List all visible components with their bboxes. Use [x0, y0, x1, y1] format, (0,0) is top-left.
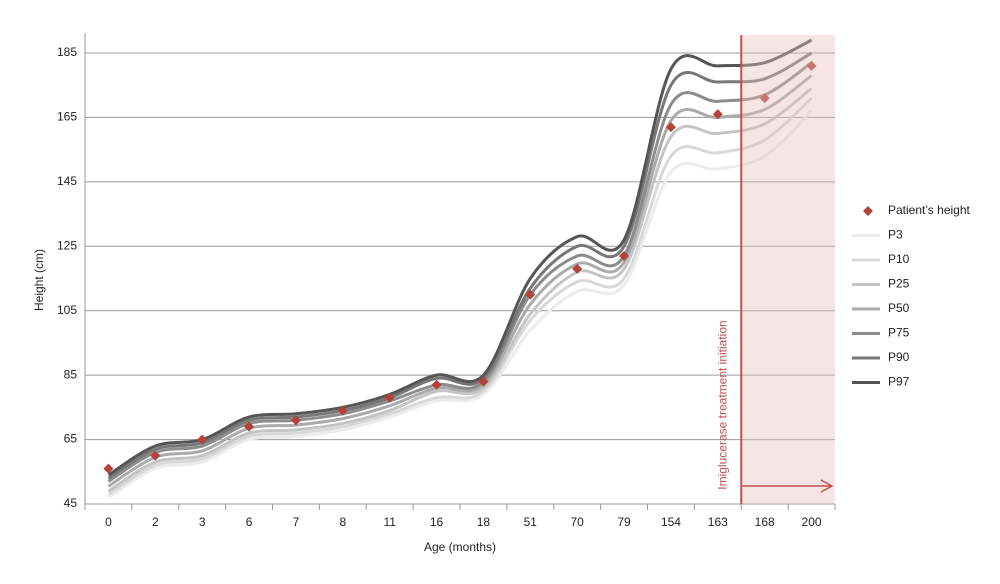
legend-marker	[863, 206, 873, 216]
percentile-line	[107, 96, 813, 496]
x-tick-label: 163	[708, 515, 728, 529]
percentile-line	[107, 38, 813, 477]
patient-point	[525, 289, 536, 300]
x-tick-label: 3	[199, 515, 206, 529]
x-tick-label: 16	[430, 515, 444, 529]
x-tick-label: 154	[661, 515, 681, 529]
patient-point	[150, 450, 161, 461]
legend-label: P75	[888, 326, 910, 340]
percentile-line	[107, 109, 813, 499]
treatment-region	[741, 35, 835, 504]
legend-label: P90	[888, 350, 910, 364]
y-tick-label: 105	[57, 303, 77, 317]
patient-point	[806, 60, 817, 71]
treatment-arrowhead	[820, 479, 834, 493]
x-tick-label: 0	[105, 515, 112, 529]
percentile-line	[107, 74, 813, 488]
x-tick-label: 70	[571, 515, 585, 529]
patient-point	[384, 392, 395, 403]
x-tick-label: 2	[152, 515, 159, 529]
y-tick-label: 145	[57, 174, 77, 188]
legend-label: P3	[888, 228, 903, 242]
legend-label: P97	[888, 375, 910, 389]
legend-label: Patient’s height	[888, 203, 971, 217]
annotation: Imiglucerase treatment initiation	[715, 320, 729, 489]
patient-point	[572, 263, 583, 274]
patient-point	[619, 250, 630, 261]
y-tick-label: 185	[57, 45, 77, 59]
legend-label: P50	[888, 301, 910, 315]
patient-point	[712, 109, 723, 120]
legend-label: P10	[888, 252, 910, 266]
patient-point	[337, 405, 348, 416]
patient-point	[197, 434, 208, 445]
x-tick-label: 7	[293, 515, 300, 529]
x-tick-label: 51	[524, 515, 538, 529]
y-tick-label: 165	[57, 110, 77, 124]
x-axis-label: Age (months)	[424, 540, 496, 554]
y-axis-label: Height (cm)	[32, 249, 46, 311]
x-tick-label: 6	[246, 515, 253, 529]
patient-point	[431, 379, 442, 390]
patient-point	[103, 463, 114, 474]
patient-point	[478, 376, 489, 387]
y-tick-label: 65	[64, 432, 78, 446]
x-tick-label: 200	[802, 515, 822, 529]
x-tick-label: 79	[617, 515, 631, 529]
x-tick-label: 168	[755, 515, 775, 529]
patient-point	[665, 122, 676, 133]
patient-point	[759, 93, 770, 104]
y-tick-label: 85	[64, 367, 78, 381]
legend-label: P25	[888, 277, 910, 291]
y-tick-label: 125	[57, 238, 77, 252]
patient-point	[244, 421, 255, 432]
y-tick-label: 45	[64, 496, 78, 510]
percentile-line	[107, 61, 813, 483]
x-tick-label: 11	[383, 515, 396, 529]
x-tick-label: 18	[477, 515, 491, 529]
patient-point	[290, 415, 301, 426]
percentile-line	[107, 87, 813, 493]
x-tick-label: 8	[339, 515, 346, 529]
percentile-line	[107, 51, 813, 480]
